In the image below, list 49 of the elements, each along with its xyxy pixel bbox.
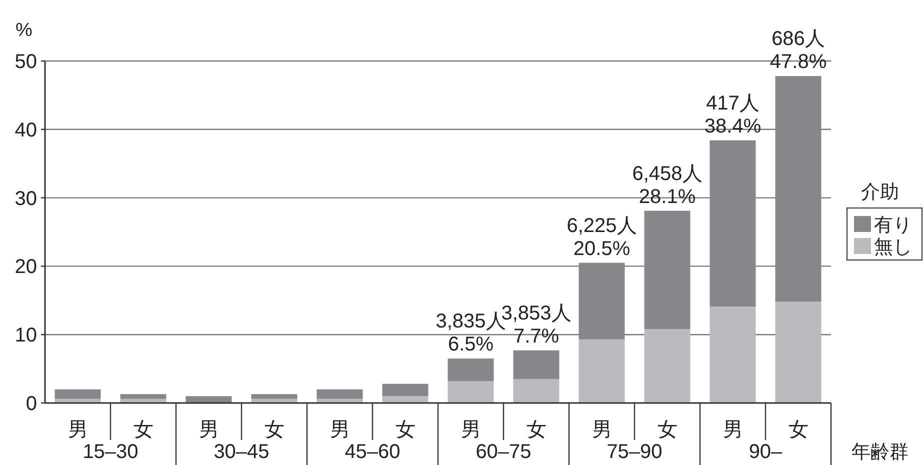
y-tick-label: 40 xyxy=(14,119,37,142)
x-axis-title: 年齢群 xyxy=(852,442,908,463)
total-label: 6,225人 20.5% xyxy=(566,214,637,260)
x-tick-label: 男 xyxy=(460,419,481,441)
x-tick-label: 男 xyxy=(722,419,743,441)
text: 45–60 xyxy=(344,441,400,463)
bar xyxy=(186,396,232,403)
text: 60–75 xyxy=(476,441,532,463)
bar xyxy=(710,306,756,403)
bar xyxy=(513,350,560,380)
bar xyxy=(578,262,625,340)
legend-title: 介助 xyxy=(861,182,899,203)
x-tick-label: 女 xyxy=(133,419,154,441)
y-tick-label: 50 xyxy=(14,51,37,73)
text: 15–30 xyxy=(82,441,138,463)
bar xyxy=(710,140,756,307)
y-tick-label: 0 xyxy=(26,393,37,415)
y-axis-title: % xyxy=(16,20,33,41)
text: 90– xyxy=(748,441,784,463)
x-tick-label: 女 xyxy=(526,419,546,441)
x-tick-label: 男 xyxy=(198,419,219,441)
text: 75–90 xyxy=(606,441,662,463)
legend-label: 有り xyxy=(874,215,912,236)
y-tick-label: 10 xyxy=(14,324,37,347)
x-tick-label: 男 xyxy=(592,419,612,441)
x-tick-label: 女 xyxy=(264,419,284,441)
y-tick-label: 20 xyxy=(14,256,37,278)
y-tick-label: 30 xyxy=(14,188,37,210)
x-tick-label: 女 xyxy=(657,419,678,441)
x-tick-label: 女 xyxy=(788,419,808,441)
bar xyxy=(382,396,428,403)
bar xyxy=(54,389,101,399)
bar xyxy=(448,381,494,403)
bar xyxy=(513,379,560,403)
bar xyxy=(382,384,428,396)
bar xyxy=(644,210,690,330)
bar xyxy=(578,339,625,403)
bar xyxy=(251,394,298,399)
x-tick-label: 女 xyxy=(395,419,416,441)
x-tick-label: 男 xyxy=(330,419,350,441)
text: 30–45 xyxy=(214,441,270,463)
bar xyxy=(316,389,363,399)
bar xyxy=(448,358,494,382)
bar xyxy=(644,329,690,403)
bar xyxy=(775,76,822,302)
bar xyxy=(775,302,822,403)
bar xyxy=(120,394,166,399)
x-tick-label: 男 xyxy=(68,419,88,441)
legend-label: 無し xyxy=(874,237,912,258)
